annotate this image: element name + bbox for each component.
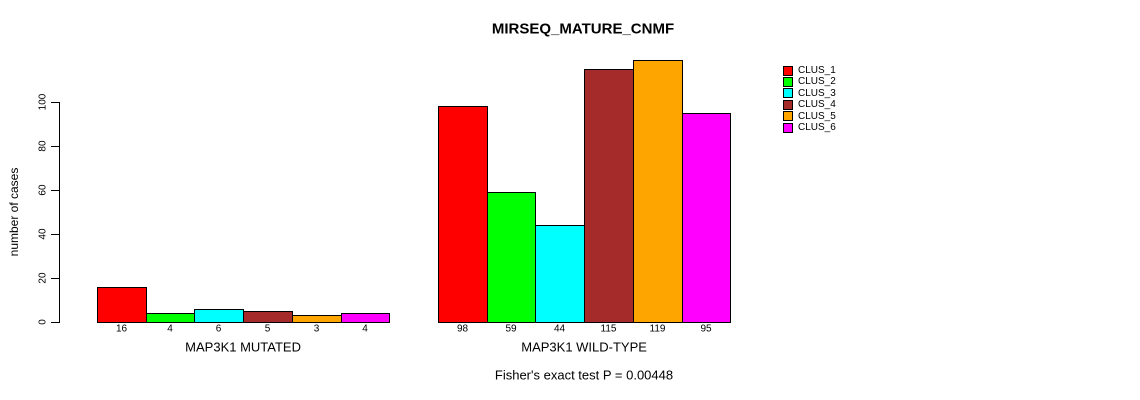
legend-label: CLUS_2 <box>798 76 836 88</box>
bar-clus_5-group1 <box>292 315 342 323</box>
legend-label: CLUS_5 <box>798 110 836 122</box>
bar-value-label: 119 <box>649 323 666 335</box>
bar-clus_3-group2 <box>535 225 585 323</box>
legend-swatch-clus_1 <box>783 65 793 76</box>
y-axis-line <box>59 102 60 323</box>
bar-clus_5-group2 <box>633 60 683 323</box>
bar-clus_6-group1 <box>341 313 390 323</box>
legend-label: CLUS_3 <box>798 87 836 99</box>
y-axis-tick <box>51 322 59 323</box>
bar-clus_1-group2 <box>438 106 488 323</box>
legend-item-clus_3: CLUS_3 <box>783 88 836 99</box>
bar-value-label: 44 <box>553 323 566 335</box>
legend-item-clus_6: CLUS_6 <box>783 122 836 133</box>
bar-clus_1-group1 <box>97 287 147 323</box>
legend-label: CLUS_1 <box>798 65 836 76</box>
legend-label: CLUS_4 <box>798 99 836 111</box>
legend-swatch-clus_3 <box>783 88 793 99</box>
bar-value-label: 5 <box>264 323 271 335</box>
legend-swatch-clus_6 <box>783 122 793 133</box>
bar-clus_2-group1 <box>146 313 195 323</box>
legend-swatch-clus_5 <box>783 111 793 122</box>
legend-item-clus_2: CLUS_2 <box>783 76 836 87</box>
legend-swatch-clus_4 <box>783 99 793 110</box>
y-axis-tick <box>51 234 59 235</box>
y-axis-tick-label: 60 <box>37 184 49 196</box>
bar-value-label: 16 <box>115 323 128 335</box>
bar-value-label: 98 <box>456 323 469 335</box>
y-axis-tick-label: 20 <box>37 272 49 284</box>
y-axis-tick-label: 0 <box>37 319 49 325</box>
y-axis-tick <box>51 278 59 279</box>
bar-clus_4-group2 <box>584 69 634 323</box>
bar-value-label: 95 <box>700 323 712 335</box>
legend-swatch-clus_2 <box>783 76 793 87</box>
y-axis-tick <box>51 190 59 191</box>
chart-title: MIRSEQ_MATURE_CNMF <box>491 20 675 38</box>
y-axis-label: number of cases <box>7 167 21 257</box>
bar-value-label: 115 <box>600 323 617 335</box>
bar-value-label: 6 <box>215 323 222 335</box>
bar-value-label: 4 <box>362 323 368 335</box>
legend-label: CLUS_6 <box>798 122 836 133</box>
group-label-2: MAP3K1 WILD-TYPE <box>521 339 647 355</box>
y-axis-tick-label: 100 <box>37 93 49 111</box>
bar-clus_3-group1 <box>194 309 244 323</box>
bar-clus_6-group2 <box>682 113 731 323</box>
bar-value-label: 3 <box>313 323 320 335</box>
legend-item-clus_1: CLUS_1 <box>783 65 836 76</box>
bar-value-label: 59 <box>505 323 517 335</box>
y-axis-tick-label: 80 <box>37 140 49 152</box>
bar-value-label: 4 <box>167 323 173 335</box>
bar-clus_2-group2 <box>487 192 536 323</box>
fisher-test-annotation: Fisher's exact test P = 0.00448 <box>494 367 674 383</box>
y-axis-tick-label: 40 <box>37 228 49 240</box>
y-axis-tick <box>51 102 59 103</box>
legend-item-clus_5: CLUS_5 <box>783 111 836 122</box>
group-label-1: MAP3K1 MUTATED <box>185 339 302 355</box>
y-axis-tick <box>51 146 59 147</box>
bar-clus_4-group1 <box>243 311 293 323</box>
legend-item-clus_4: CLUS_4 <box>783 99 836 110</box>
